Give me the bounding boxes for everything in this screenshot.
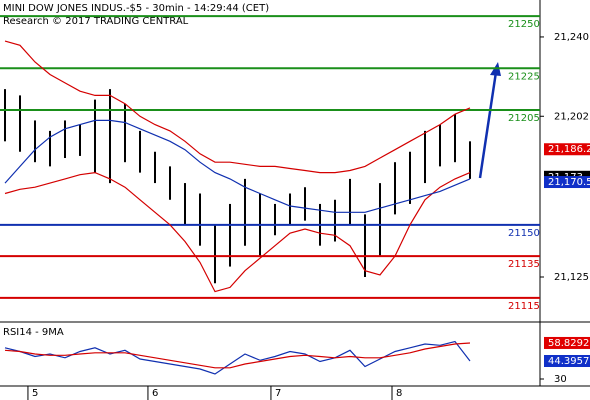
level-label: 21250	[508, 19, 540, 30]
series-line	[4, 340, 471, 375]
value-box	[544, 143, 590, 156]
value-box	[544, 355, 590, 368]
x-tick-label: 5	[32, 388, 38, 399]
value-box-label: 44.3957	[548, 356, 589, 367]
value-box-label: 58.8292	[548, 338, 589, 349]
level-label: 21205	[508, 113, 540, 124]
y-tick-label: 30	[554, 374, 567, 385]
value-box-label: 21,170.5	[548, 177, 590, 188]
panel-title: RSI14 - 9MA	[3, 327, 64, 338]
forecast-arrow	[478, 71, 498, 179]
series-line	[4, 171, 471, 293]
chart-title: MINI DOW JONES INDUS.-$5 - 30min - 14:29…	[3, 3, 269, 14]
value-box	[544, 176, 590, 189]
level-label: 21135	[508, 259, 540, 270]
y-tick-label: 21,202	[554, 111, 589, 122]
y-tick-label: 21,125	[554, 272, 589, 283]
value-box-label: 21,186.2	[548, 144, 590, 155]
series-line	[4, 40, 471, 174]
series-line	[4, 342, 471, 369]
level-label: 21150	[508, 228, 540, 239]
x-tick-label: 7	[275, 388, 281, 399]
value-box	[544, 336, 590, 349]
series-line	[4, 119, 471, 213]
y-tick-label: 21,240	[554, 32, 589, 43]
level-label: 21115	[508, 301, 540, 312]
x-tick-label: 6	[152, 388, 158, 399]
level-label: 21225	[508, 71, 540, 82]
x-tick-label: 8	[396, 388, 402, 399]
chart-subtitle: Research © 2017 TRADING CENTRAL	[3, 16, 189, 27]
